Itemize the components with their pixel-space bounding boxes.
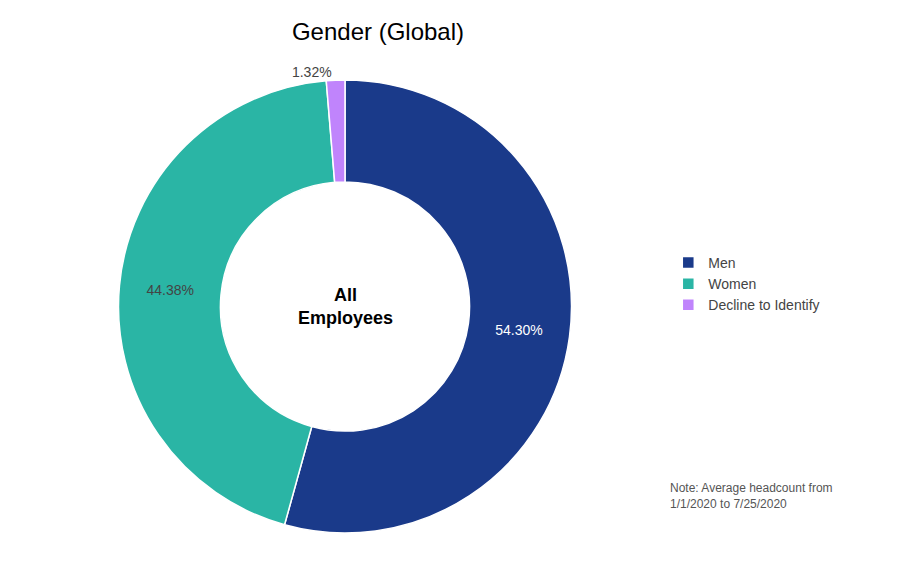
svg-text:1.32%: 1.32% [292, 64, 332, 80]
svg-text:Women: Women [708, 276, 756, 292]
svg-text:Note: Average headcount from1/: Note: Average headcount from1/1/2020 to … [670, 481, 833, 511]
svg-text:Gender (Global): Gender (Global) [292, 18, 464, 45]
svg-text:54.30%: 54.30% [495, 322, 542, 338]
svg-text:AllEmployees: AllEmployees [298, 285, 393, 328]
svg-text:44.38%: 44.38% [146, 282, 193, 298]
svg-text:Men: Men [708, 255, 735, 271]
svg-text:Decline to Identify: Decline to Identify [708, 297, 819, 313]
